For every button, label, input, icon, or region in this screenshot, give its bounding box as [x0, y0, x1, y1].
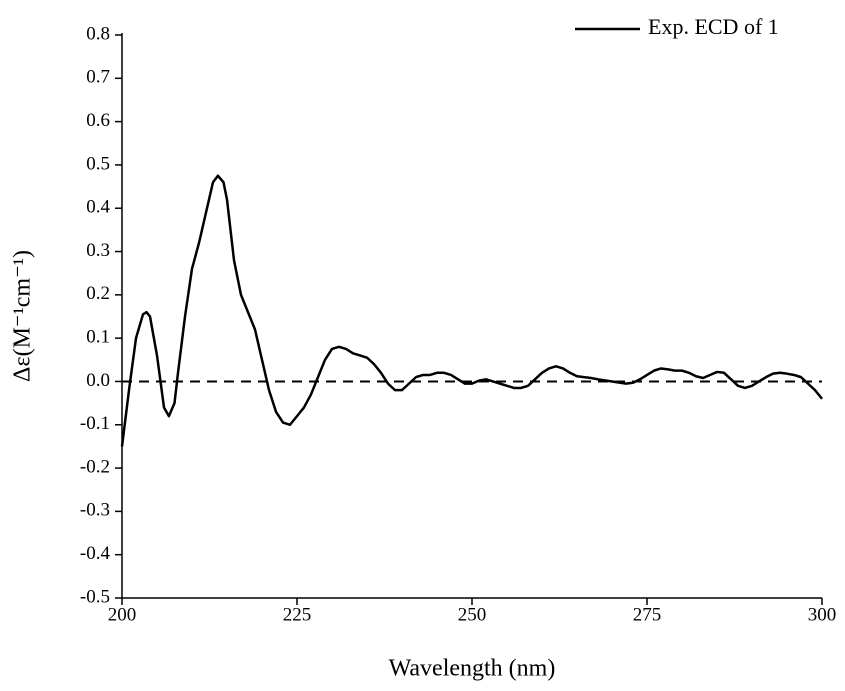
- y-tick-label: -0.1: [80, 413, 110, 434]
- y-tick-label: 0.0: [86, 370, 110, 391]
- y-tick-label: 0.7: [86, 67, 110, 88]
- y-tick-label: -0.2: [80, 456, 110, 477]
- x-axis-title: Wavelength (nm): [389, 656, 556, 682]
- y-axis-title: Δε(M⁻¹cm⁻¹): [10, 250, 36, 382]
- data-line: [120, 174, 823, 447]
- x-tick-label: 250: [458, 604, 487, 625]
- y-tick-label: 0.4: [86, 197, 110, 218]
- y-tick-label: 0.8: [86, 23, 110, 44]
- y-tick-label: 0.1: [86, 327, 110, 348]
- y-tick-label: 0.6: [86, 110, 110, 131]
- y-tick-label: 0.3: [86, 240, 110, 261]
- legend-label: Exp. ECD of 1: [648, 14, 779, 39]
- x-tick-label: 300: [808, 604, 837, 625]
- y-tick-label: 0.5: [86, 153, 110, 174]
- y-tick-label: -0.3: [80, 500, 110, 521]
- y-tick-label: -0.4: [80, 543, 111, 564]
- x-tick-label: 275: [633, 604, 662, 625]
- y-tick-label: 0.2: [86, 283, 110, 304]
- x-tick-label: 225: [283, 604, 312, 625]
- x-tick-label: 200: [108, 604, 137, 625]
- y-tick-label: -0.5: [80, 586, 110, 607]
